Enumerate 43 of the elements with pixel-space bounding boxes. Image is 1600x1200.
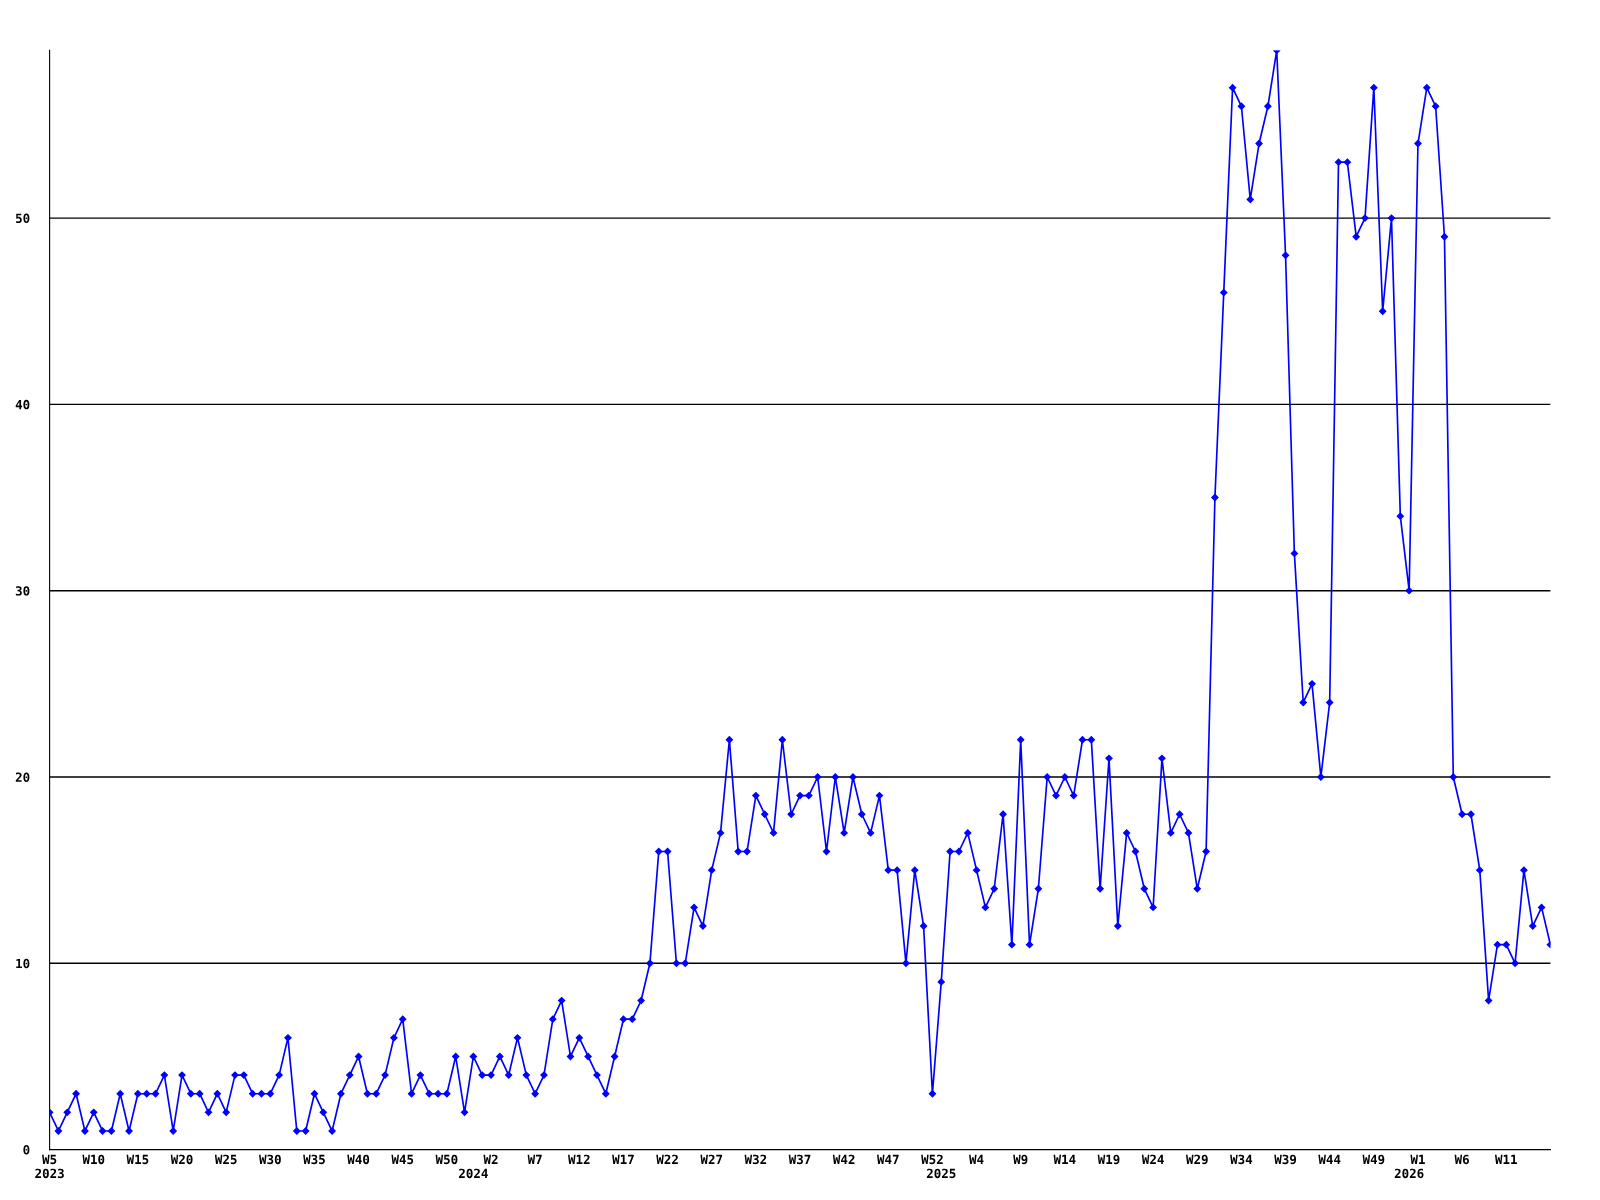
x-tick-label: 2026: [1394, 1168, 1424, 1179]
x-tick-label: W34: [1230, 1154, 1253, 1165]
x-tick-label: 2024: [459, 1168, 488, 1179]
x-tick-label: W47: [876, 1154, 899, 1164]
x-tick-label: W49: [1362, 1154, 1385, 1165]
x-tick-label: W32: [744, 1154, 767, 1165]
x-tick-label: W4: [969, 1154, 984, 1164]
y-tick-label: 50: [15, 213, 30, 223]
y-tick-label: 20: [15, 772, 30, 782]
x-tick-label: W7: [527, 1154, 542, 1164]
x-tick-label: W44: [1318, 1154, 1341, 1164]
x-tick-label: W20: [170, 1154, 193, 1165]
x-tick-label: W40: [347, 1154, 370, 1165]
x-tick-label: W22: [656, 1154, 678, 1164]
y-tick-label: 0: [23, 1145, 30, 1155]
x-tick-label: W35: [303, 1154, 325, 1165]
x-tick-label: W45: [391, 1154, 414, 1165]
x-tick-label: W30: [259, 1154, 281, 1165]
x-tick-label: W39: [1274, 1154, 1297, 1165]
x-tick-label: W29: [1185, 1154, 1208, 1165]
x-tick-label: W9: [1013, 1154, 1028, 1165]
y-tick-label: 10: [16, 958, 30, 969]
x-tick-label: W2: [483, 1154, 498, 1164]
x-tick-label: W15: [126, 1154, 149, 1165]
x-tick-label: W42: [832, 1154, 855, 1164]
x-tick-label: W25: [214, 1154, 237, 1165]
y-tick-label: 40: [15, 399, 30, 410]
x-tick-label: W12: [568, 1154, 590, 1164]
x-tick-label: W24: [1141, 1154, 1164, 1164]
x-tick-label: W19: [1097, 1154, 1120, 1165]
x-tick-label: W27: [700, 1154, 723, 1164]
x-tick-label: W52: [921, 1154, 943, 1165]
x-tick-label: W50: [435, 1154, 458, 1165]
x-tick-label: W11: [1494, 1154, 1517, 1164]
x-tick-label: W14: [1053, 1154, 1076, 1164]
x-tick-label: W1: [1410, 1154, 1425, 1164]
x-tick-label: W17: [612, 1154, 634, 1164]
y-tick-label: 30: [15, 586, 30, 596]
x-tick-label: 2025: [926, 1168, 956, 1179]
x-tick-label: W6: [1454, 1154, 1469, 1165]
x-tick-label: W37: [788, 1154, 811, 1165]
x-tick-label: W5 2023: [35, 1154, 64, 1179]
x-tick-label: W10: [82, 1154, 105, 1165]
